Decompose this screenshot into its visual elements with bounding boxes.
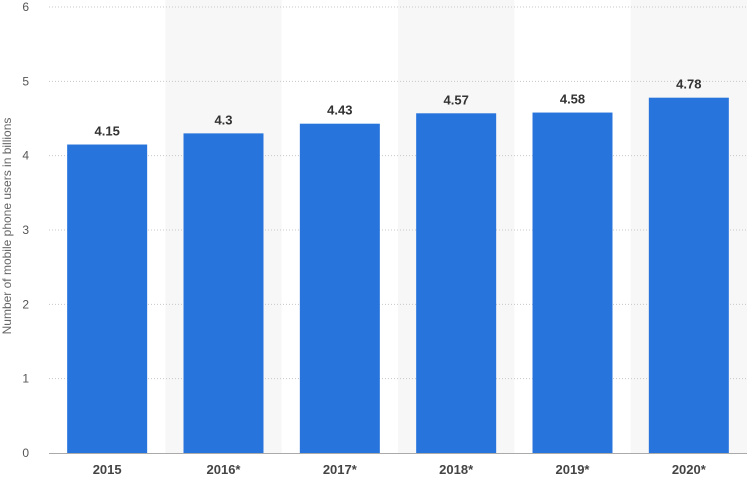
gridlines — [49, 6, 747, 380]
bar-2015 — [67, 144, 148, 453]
data-label-2017*: 4.43 — [327, 103, 352, 118]
x-tick-label-2018*: 2018* — [439, 462, 474, 477]
value-labels: 4.15 4.3 4.43 4.57 4.58 4.78 — [95, 77, 702, 139]
y-tick-label: 5 — [22, 74, 29, 88]
data-label-2020*: 4.78 — [676, 77, 701, 92]
data-label-2015: 4.15 — [95, 124, 120, 139]
y-tick-label: 0 — [22, 446, 29, 460]
x-tick-label-2019*: 2019* — [556, 462, 591, 477]
data-label-2018*: 4.57 — [444, 92, 469, 107]
y-tick-label: 4 — [22, 149, 29, 163]
y-axis-ticks: 0 1 2 3 4 5 6 — [22, 0, 29, 460]
y-tick-label: 2 — [22, 297, 29, 311]
y-tick-label: 1 — [22, 372, 29, 386]
x-axis-labels: 2015 2016* 2017* 2018* 2019* 2020* — [93, 462, 707, 477]
x-tick-label-2017*: 2017* — [323, 462, 358, 477]
bars — [67, 97, 729, 454]
bar-2020* — [648, 97, 729, 453]
x-tick-label-2020*: 2020* — [672, 462, 707, 477]
data-label-2016*: 4.3 — [214, 112, 232, 127]
bar-2017* — [299, 123, 380, 453]
bar-2019* — [532, 112, 613, 453]
y-axis-label: Number of mobile phone users in billions — [0, 118, 14, 335]
bar-2016* — [183, 133, 264, 453]
y-tick-label: 6 — [22, 0, 29, 14]
bar-2018* — [416, 113, 497, 454]
data-label-2019*: 4.58 — [560, 92, 585, 107]
x-tick-label-2016*: 2016* — [207, 462, 242, 477]
y-tick-label: 3 — [22, 223, 29, 237]
x-tick-label-2015: 2015 — [93, 462, 122, 477]
